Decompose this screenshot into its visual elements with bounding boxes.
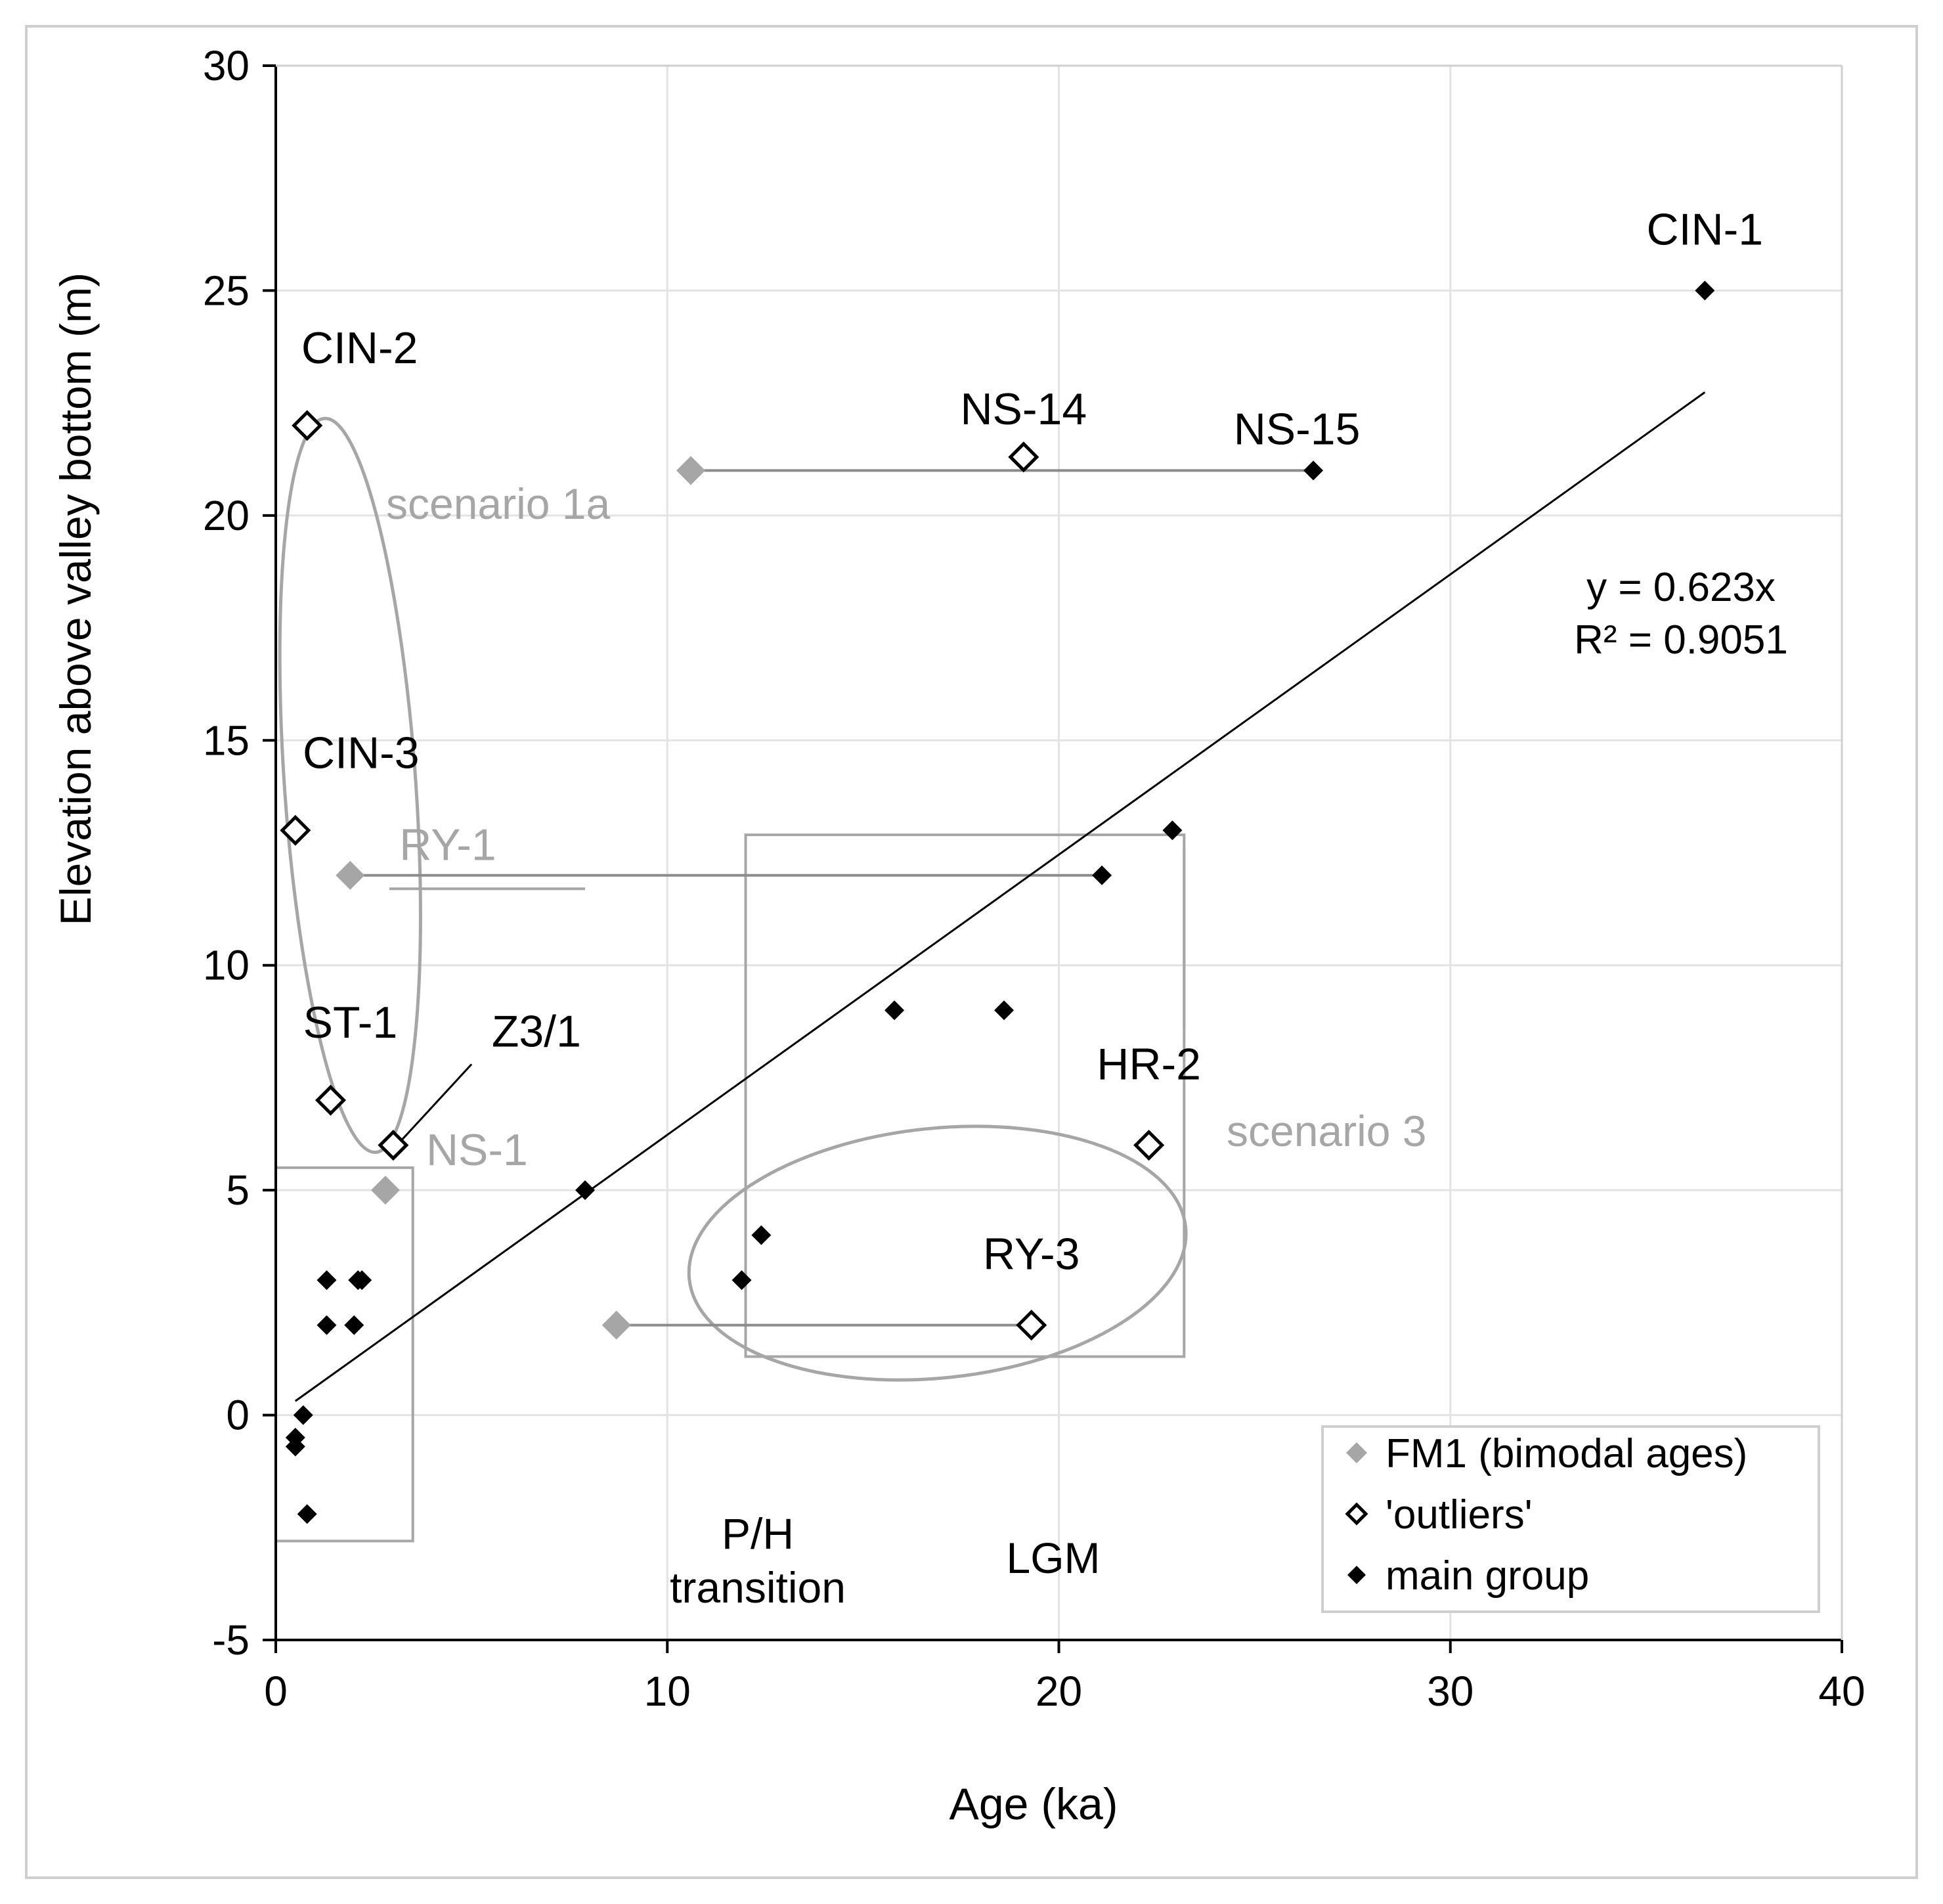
annotation-lgm: LGM [1006,1534,1100,1582]
annotation-transition: transition [670,1563,846,1612]
x-tick-label: 40 [1818,1668,1865,1715]
legend-label-fm1: FM1 (bimodal ages) [1386,1431,1747,1476]
x-tick-label: 30 [1427,1668,1474,1715]
main-group-point [344,1315,364,1335]
y-tick-label: 15 [203,717,250,764]
trendline-group [294,391,1706,1402]
legend-marker-outliers [1345,1502,1368,1526]
fm1-point [336,860,365,890]
point-label-z3-1: Z3/1 [492,1007,581,1057]
legend-marker-fm1 [1346,1442,1367,1463]
main-group-point [884,1000,905,1021]
outlier-point [315,1084,347,1116]
trend-r2: R² = 0.9051 [1574,617,1788,663]
outlier-point [280,814,311,846]
main-group-point [1303,460,1324,481]
main-group-point [1162,820,1183,841]
y-tick-label: 25 [203,267,250,314]
main-group-point [317,1270,337,1291]
main-group-point [285,1436,305,1457]
y-tick-label: -5 [212,1616,250,1664]
outlier-point [378,1130,409,1161]
data-points [280,280,1715,1524]
outlier-point [1008,441,1039,473]
fm1-point [676,456,706,485]
main-group-point [1092,865,1112,885]
legend: FM1 (bimodal ages) 'outliers' main group [1321,1425,1820,1613]
y-tick-label: 0 [226,1392,250,1439]
x-axis-title: Age (ka) [950,1779,1118,1829]
main-group-point [317,1315,337,1335]
scenario-shapes [278,416,1188,1382]
legend-marker-main [1347,1566,1366,1584]
trend-equation: y = 0.623x [1586,565,1776,610]
main-group-point [352,1270,372,1291]
x-tick-label: 0 [264,1668,288,1715]
outlier-point [292,410,323,441]
scenario-3-ellipse [687,1124,1188,1382]
y-tick-label: 30 [203,42,250,89]
point-label-ry-1: RY-1 [399,820,496,870]
point-label-ns-15: NS-15 [1234,404,1361,454]
legend-box [1321,1425,1820,1613]
scenario-1a-ellipse [278,416,422,1154]
annotation-scenario-1a: scenario 1a [386,479,611,528]
point-label-ns-14: NS-14 [960,384,1087,434]
outlier-point [1133,1130,1165,1161]
point-labels: CIN-1 CIN-2 NS-14 NS-15 CIN-3 ST-1 Z3/1 HR-2 RY-… [301,204,1763,1279]
point-label-ns-1: NS-1 [426,1125,528,1175]
annotation-ph: P/H [722,1509,794,1558]
legend-label-main: main group [1386,1553,1589,1599]
axes: -5 0 5 10 15 20 25 30 0 10 20 30 40 [203,42,1866,1715]
annotation-scenario-3: scenario 3 [1227,1107,1427,1155]
point-label-hr-2: HR-2 [1097,1040,1201,1090]
x-tick-label: 10 [644,1668,691,1715]
y-axis-title: Elevation above valley bottom (m) [51,273,100,925]
y-tick-label: 20 [203,492,250,539]
connector-lines [350,469,1314,1327]
point-label-cin-3: CIN-3 [303,728,420,778]
point-label-cin-2: CIN-2 [301,323,418,373]
y-tick-label: 5 [226,1166,250,1214]
fm1-point [601,1310,631,1340]
outlier-point [1016,1310,1047,1341]
legend-label-outliers: 'outliers' [1386,1492,1533,1538]
highlight-box-1 [744,833,1186,1358]
main-group-point [994,1000,1015,1021]
main-group-point [575,1180,596,1201]
main-group-point [293,1405,313,1425]
main-group-point [751,1225,772,1245]
fm1-point [370,1176,400,1205]
y-tick-label: 10 [203,942,250,989]
trendline [294,391,1706,1402]
z3-1-leader-line [400,1063,473,1141]
point-label-ry-3: RY-3 [983,1229,1080,1279]
point-label-cin-1: CIN-1 [1647,204,1764,254]
point-label-st-1: ST-1 [303,998,398,1048]
main-group-point [731,1270,752,1291]
main-group-point [297,1504,317,1524]
x-tick-label: 20 [1036,1668,1082,1715]
main-group-point [1695,280,1715,301]
